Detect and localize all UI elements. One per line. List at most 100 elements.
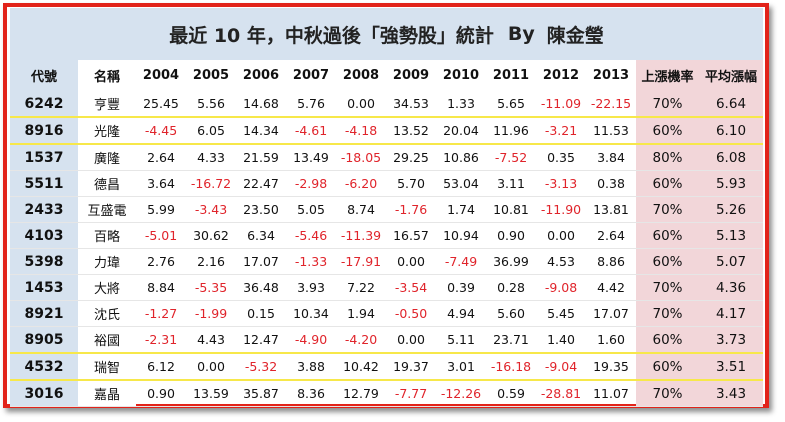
rise-probability: 60% xyxy=(636,117,699,145)
year-return-cell: 22.47 xyxy=(236,170,286,197)
stock-code: 5511 xyxy=(10,170,78,197)
stock-code: 8905 xyxy=(10,326,78,354)
stock-code: 4103 xyxy=(10,222,78,249)
year-return-cell: 11.07 xyxy=(586,380,636,407)
year-return-cell: 3.93 xyxy=(286,274,336,301)
column-header: 2008 xyxy=(336,60,386,91)
year-return-cell: -0.50 xyxy=(386,300,436,327)
title-by: By xyxy=(507,23,535,45)
column-header: 2011 xyxy=(486,60,536,91)
stock-name: 光隆 xyxy=(78,117,136,145)
table-row: 1537 廣隆 2.64 4.33 21.59 13.49 -18.05 29.25 10.86… xyxy=(10,144,763,171)
year-return-cell: 17.07 xyxy=(236,248,286,275)
rise-probability: 60% xyxy=(636,353,699,381)
year-return-cell: 14.34 xyxy=(236,117,286,145)
year-return-cell: 10.81 xyxy=(486,196,536,223)
year-return-cell: 1.74 xyxy=(436,196,486,223)
year-return-cell: -4.18 xyxy=(336,117,386,145)
year-return-cell: 20.04 xyxy=(436,117,486,145)
year-return-cell: 1.40 xyxy=(536,326,586,354)
year-return-cell: -18.05 xyxy=(336,144,386,171)
year-return-cell: 0.90 xyxy=(486,222,536,249)
year-return-cell: -1.99 xyxy=(186,300,236,327)
year-return-cell: 6.12 xyxy=(136,353,186,381)
year-return-cell: 5.70 xyxy=(386,170,436,197)
year-return-cell: 0.28 xyxy=(486,274,536,301)
average-gain: 6.64 xyxy=(699,91,763,118)
year-return-cell: 14.68 xyxy=(236,91,286,118)
year-return-cell: 36.48 xyxy=(236,274,286,301)
year-return-cell: 2.16 xyxy=(186,248,236,275)
year-return-cell: 2.64 xyxy=(586,222,636,249)
table-row: 8905 裕國 -2.31 4.43 12.47 -4.90 -4.20 0.00 5.11 23… xyxy=(10,326,763,354)
year-return-cell: 4.42 xyxy=(586,274,636,301)
table-row: 2433 互盛電 5.99 -3.43 23.50 5.05 8.74 -1.76 1.74 10… xyxy=(10,196,763,223)
year-return-cell: 6.34 xyxy=(236,222,286,249)
year-return-cell: 13.49 xyxy=(286,144,336,171)
average-gain: 5.93 xyxy=(699,170,763,197)
stock-name: 力瑋 xyxy=(78,248,136,275)
table-row: 4103 百略 -5.01 30.62 6.34 -5.46 -11.39 16.57 10.9… xyxy=(10,222,763,249)
year-return-cell: -5.32 xyxy=(236,353,286,381)
table-body: 6242 亨豐 25.45 5.56 14.68 5.76 0.00 34.53 1.33 5.6… xyxy=(10,91,763,407)
year-return-cell: 1.94 xyxy=(336,300,386,327)
year-return-cell: -4.20 xyxy=(336,326,386,354)
year-return-cell: 19.37 xyxy=(386,353,436,381)
table-row: 4532 瑞智 6.12 0.00 -5.32 3.88 10.42 19.37 3.01 -16… xyxy=(10,353,763,381)
year-return-cell: -17.91 xyxy=(336,248,386,275)
year-return-cell: 0.00 xyxy=(186,353,236,381)
stock-code: 5398 xyxy=(10,248,78,275)
stock-code: 8916 xyxy=(10,117,78,145)
year-return-cell: 3.11 xyxy=(486,170,536,197)
stock-name: 嘉晶 xyxy=(78,380,136,407)
column-header: 2004 xyxy=(136,60,186,91)
year-return-cell: -12.26 xyxy=(436,380,486,407)
table-row: 8921 沈氏 -1.27 -1.99 0.15 10.34 1.94 -0.50 4.94 5.… xyxy=(10,300,763,327)
stock-name: 裕國 xyxy=(78,326,136,354)
title-text: 最近 10 年，中秋過後「強勢股」統計 xyxy=(169,24,494,47)
rise-probability: 60% xyxy=(636,170,699,197)
year-return-cell: -4.90 xyxy=(286,326,336,354)
average-gain: 5.26 xyxy=(699,196,763,223)
year-return-cell: 0.00 xyxy=(386,326,436,354)
page-title: 最近 10 年，中秋過後「強勢股」統計 By 陳金瑩 xyxy=(10,8,763,60)
stock-code: 1537 xyxy=(10,144,78,171)
year-return-cell: -3.21 xyxy=(536,117,586,145)
year-return-cell: -1.27 xyxy=(136,300,186,327)
title-author: 陳金瑩 xyxy=(546,24,604,47)
table-row: 5511 德昌 3.64 -16.72 22.47 -2.98 -6.20 5.70 53.04… xyxy=(10,170,763,197)
year-return-cell: -11.09 xyxy=(536,91,586,118)
year-return-cell: 21.59 xyxy=(236,144,286,171)
year-return-cell: 0.90 xyxy=(136,380,186,407)
year-return-cell: 5.99 xyxy=(136,196,186,223)
rise-probability: 70% xyxy=(636,196,699,223)
year-return-cell: 6.05 xyxy=(186,117,236,145)
year-return-cell: 3.84 xyxy=(586,144,636,171)
year-return-cell: 8.84 xyxy=(136,274,186,301)
year-return-cell: 0.38 xyxy=(586,170,636,197)
year-return-cell: -6.20 xyxy=(336,170,386,197)
year-return-cell: 5.65 xyxy=(486,91,536,118)
year-return-cell: 7.22 xyxy=(336,274,386,301)
average-gain: 4.36 xyxy=(699,274,763,301)
year-return-cell: -3.13 xyxy=(536,170,586,197)
stock-code: 6242 xyxy=(10,91,78,118)
stock-name: 廣隆 xyxy=(78,144,136,171)
average-gain: 4.17 xyxy=(699,300,763,327)
year-return-cell: -1.33 xyxy=(286,248,336,275)
year-return-cell: 23.71 xyxy=(486,326,536,354)
year-return-cell: -11.90 xyxy=(536,196,586,223)
stock-code: 4532 xyxy=(10,353,78,381)
year-return-cell: 36.99 xyxy=(486,248,536,275)
rise-probability: 70% xyxy=(636,380,699,407)
rise-probability: 80% xyxy=(636,144,699,171)
rise-probability: 70% xyxy=(636,300,699,327)
year-return-cell: 25.45 xyxy=(136,91,186,118)
column-header: 上漲機率 xyxy=(636,60,699,91)
year-return-cell: -7.52 xyxy=(486,144,536,171)
year-return-cell: 8.74 xyxy=(336,196,386,223)
year-return-cell: 29.25 xyxy=(386,144,436,171)
column-header: 2007 xyxy=(286,60,336,91)
year-return-cell: 12.47 xyxy=(236,326,286,354)
year-return-cell: 13.81 xyxy=(586,196,636,223)
